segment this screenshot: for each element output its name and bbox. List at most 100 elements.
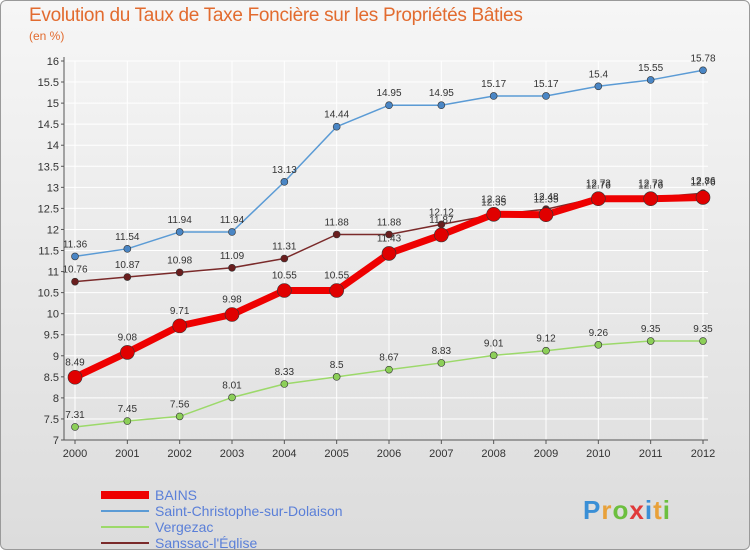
y-tick-label: 14 bbox=[47, 140, 59, 152]
data-label-saint-christophe-sur-dolaison: 15.17 bbox=[533, 79, 558, 90]
x-tick-label: 2011 bbox=[639, 448, 663, 460]
data-label-bains: 9.08 bbox=[118, 332, 138, 343]
data-point-sanssac-l-glise bbox=[385, 230, 393, 239]
data-label-vergezac: 9.12 bbox=[536, 334, 556, 345]
y-tick-label: 13 bbox=[47, 182, 59, 194]
data-label-saint-christophe-sur-dolaison: 15.78 bbox=[690, 53, 715, 64]
y-tick-label: 10 bbox=[47, 309, 59, 321]
data-point-vergezac bbox=[385, 365, 393, 374]
data-point-vergezac bbox=[280, 380, 289, 388]
data-point-sanssac-l-glise bbox=[280, 254, 289, 263]
data-point-sanssac-l-glise bbox=[175, 268, 184, 277]
data-point-sanssac-l-glise bbox=[71, 277, 79, 286]
data-point-vergezac bbox=[437, 359, 446, 367]
x-tick-label: 2004 bbox=[272, 448, 296, 460]
data-point-bains bbox=[67, 369, 83, 385]
data-label-vergezac: 9.01 bbox=[484, 338, 504, 349]
legend-label: Saint-Christophe-sur-Dolaison bbox=[155, 503, 343, 519]
data-label-sanssac-l-glise: 12.76 bbox=[586, 180, 611, 191]
data-label-sanssac-l-glise: 10.87 bbox=[115, 260, 140, 271]
data-point-bains bbox=[172, 318, 187, 334]
data-label-saint-christophe-sur-dolaison: 11.36 bbox=[63, 239, 88, 250]
data-label-vergezac: 8.01 bbox=[222, 380, 242, 391]
data-point-saint-christophe-sur-dolaison bbox=[385, 101, 393, 110]
data-label-sanssac-l-glise: 12.12 bbox=[429, 207, 454, 218]
unit-label: (en %) bbox=[29, 29, 65, 43]
legend-swatch bbox=[101, 491, 149, 499]
data-label-sanssac-l-glise: 12.76 bbox=[638, 180, 663, 191]
data-point-vergezac bbox=[175, 412, 184, 421]
data-label-vergezac: 8.33 bbox=[275, 367, 295, 378]
data-point-bains bbox=[591, 191, 606, 207]
data-point-bains bbox=[120, 345, 135, 360]
data-point-vergezac bbox=[71, 423, 79, 431]
data-label-bains: 12.73 bbox=[638, 179, 663, 190]
data-label-saint-christophe-sur-dolaison: 14.95 bbox=[429, 88, 454, 99]
data-label-bains: 12.35 bbox=[533, 195, 558, 206]
data-label-sanssac-l-glise: 11.31 bbox=[272, 242, 297, 253]
y-tick-label: 12 bbox=[47, 224, 59, 236]
x-tick-label: 2012 bbox=[691, 448, 715, 460]
data-point-saint-christophe-sur-dolaison bbox=[175, 228, 184, 236]
data-point-saint-christophe-sur-dolaison bbox=[228, 228, 236, 236]
data-point-bains bbox=[538, 207, 554, 223]
legend-swatch bbox=[101, 526, 149, 528]
data-point-vergezac bbox=[489, 351, 498, 360]
y-tick-label: 8 bbox=[53, 393, 59, 405]
x-tick-label: 2003 bbox=[220, 448, 244, 460]
y-tick-label: 7.5 bbox=[44, 414, 59, 426]
data-label-bains: 11.43 bbox=[377, 233, 402, 244]
x-tick-label: 2002 bbox=[167, 448, 191, 460]
logo-letter: o bbox=[612, 495, 630, 525]
data-point-vergezac bbox=[123, 417, 132, 425]
y-tick-label: 15 bbox=[47, 98, 59, 110]
data-point-bains bbox=[224, 307, 240, 322]
x-tick-label: 2001 bbox=[115, 448, 139, 460]
y-tick-label: 9.5 bbox=[44, 330, 59, 342]
data-point-saint-christophe-sur-dolaison bbox=[594, 82, 603, 91]
data-label-bains: 11.87 bbox=[429, 215, 454, 226]
data-label-vergezac: 8.5 bbox=[330, 360, 344, 371]
data-point-saint-christophe-sur-dolaison bbox=[699, 66, 707, 75]
data-point-bains bbox=[643, 191, 658, 207]
legend-label: Sanssac-l'Église bbox=[155, 535, 258, 550]
logo-letter: P bbox=[583, 495, 602, 525]
y-tick-label: 11 bbox=[48, 267, 59, 279]
data-label-saint-christophe-sur-dolaison: 11.54 bbox=[115, 232, 140, 243]
data-point-sanssac-l-glise bbox=[332, 230, 341, 239]
data-label-bains: 10.55 bbox=[324, 271, 349, 282]
data-label-sanssac-l-glise: 10.76 bbox=[62, 265, 87, 276]
legend-item: BAINS bbox=[101, 487, 343, 503]
data-point-saint-christophe-sur-dolaison bbox=[280, 178, 289, 186]
logo-letter: x bbox=[629, 495, 645, 525]
data-point-saint-christophe-sur-dolaison bbox=[489, 92, 498, 100]
data-point-sanssac-l-glise bbox=[228, 263, 236, 272]
data-label-saint-christophe-sur-dolaison: 13.13 bbox=[272, 165, 297, 176]
data-point-saint-christophe-sur-dolaison bbox=[332, 122, 341, 131]
data-label-sanssac-l-glise: 12.86 bbox=[690, 176, 715, 187]
data-label-bains: 10.55 bbox=[272, 271, 297, 282]
data-label-saint-christophe-sur-dolaison: 11.94 bbox=[168, 215, 193, 226]
x-tick-label: 2000 bbox=[63, 448, 87, 460]
data-point-vergezac bbox=[646, 337, 655, 345]
legend-item: Vergezac bbox=[101, 519, 343, 535]
y-tick-label: 14.5 bbox=[38, 119, 59, 131]
data-point-bains bbox=[381, 246, 397, 261]
y-tick-label: 16 bbox=[47, 56, 59, 68]
y-tick-label: 11.5 bbox=[38, 246, 59, 258]
x-tick-label: 2008 bbox=[481, 448, 505, 460]
data-point-vergezac bbox=[332, 373, 341, 381]
data-point-bains bbox=[277, 283, 292, 298]
data-label-vergezac: 9.35 bbox=[641, 324, 661, 335]
x-tick-label: 2006 bbox=[377, 448, 401, 460]
legend-swatch bbox=[101, 542, 149, 544]
data-label-vergezac: 9.26 bbox=[589, 328, 609, 339]
data-label-sanssac-l-glise: 11.09 bbox=[220, 251, 245, 262]
data-label-saint-christophe-sur-dolaison: 15.4 bbox=[589, 69, 609, 80]
data-label-saint-christophe-sur-dolaison: 14.44 bbox=[324, 110, 349, 121]
logo-letter: i bbox=[644, 495, 654, 525]
legend-swatch bbox=[101, 510, 149, 512]
x-tick-label: 2007 bbox=[429, 448, 453, 460]
data-label-saint-christophe-sur-dolaison: 11.94 bbox=[220, 215, 245, 226]
y-tick-label: 9 bbox=[53, 351, 59, 363]
